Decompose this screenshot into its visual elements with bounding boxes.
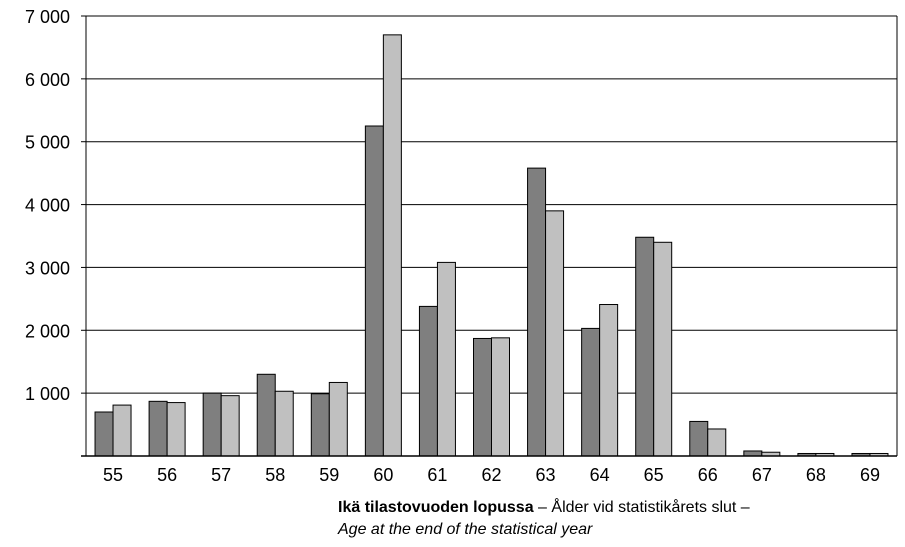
y-tick-labels: 1 000 2 000 3 000 4 000 5 000 6 000 7 000	[25, 7, 70, 404]
x-tick-label: 59	[319, 465, 339, 485]
x-axis-title: Ikä tilastovuoden lopussa – Ålder vid st…	[338, 497, 898, 541]
y-tick-label: 5 000	[25, 133, 70, 153]
axes	[81, 15, 898, 457]
bar-series-2	[707, 428, 727, 457]
bar-series-2	[545, 210, 565, 457]
x-tick-label: 61	[427, 465, 447, 485]
bar-series-1	[527, 167, 547, 457]
y-tick-label: 2 000	[25, 321, 70, 341]
bar-series-1	[94, 411, 114, 457]
y-tick-label: 6 000	[25, 70, 70, 90]
bar-series-1	[418, 305, 438, 457]
y-tick-label: 1 000	[25, 384, 70, 404]
x-tick-label: 56	[157, 465, 177, 485]
bar-series-2	[436, 261, 456, 457]
bar-series-1	[256, 373, 276, 457]
bar-series-1	[743, 450, 763, 457]
x-axis-title-normal: – Ålder vid statistikårets slut –	[533, 499, 750, 516]
x-tick-label: 63	[536, 465, 556, 485]
x-tick-label: 60	[373, 465, 393, 485]
bar-series-2	[328, 381, 348, 457]
bar-series-1	[148, 400, 168, 457]
x-tick-label: 57	[211, 465, 231, 485]
bar-series-2	[382, 34, 402, 457]
bar-series-1	[581, 327, 601, 457]
x-tick-label: 68	[806, 465, 826, 485]
bar-series-2	[653, 241, 673, 457]
x-tick-label: 64	[590, 465, 610, 485]
bar-series-1	[473, 337, 492, 457]
x-tick-label: 67	[752, 465, 772, 485]
bar-series-1	[202, 392, 222, 457]
x-tick-label: 55	[103, 465, 123, 485]
bar-series-1	[310, 393, 330, 457]
x-tick-label: 66	[698, 465, 718, 485]
y-tick-label: 7 000	[25, 7, 70, 27]
bar-series-2	[491, 337, 510, 457]
x-axis-title-italic: Age at the end of the statistical year	[338, 521, 593, 538]
x-tick-label: 65	[644, 465, 664, 485]
x-tick-labels: 55 56 57 58 59 60 61 62 63 64 65 66 67 68 69	[103, 465, 880, 485]
bar-series-2	[220, 395, 240, 457]
bar-series-1	[364, 125, 384, 457]
x-tick-label: 58	[265, 465, 285, 485]
y-tick-label: 4 000	[25, 196, 70, 216]
bar-series-1	[689, 420, 709, 457]
bar-series-1	[635, 236, 655, 457]
x-axis-title-bold: Ikä tilastovuoden lopussa	[338, 499, 534, 516]
y-tick-label: 3 000	[25, 258, 70, 278]
bar-series-2	[599, 304, 619, 457]
bar-series-2	[274, 390, 294, 457]
bars	[94, 34, 889, 457]
bar-series-2	[166, 402, 186, 457]
bar-series-2	[112, 404, 132, 457]
x-tick-label: 62	[481, 465, 501, 485]
gridlines	[86, 15, 897, 394]
x-tick-label: 69	[860, 465, 880, 485]
